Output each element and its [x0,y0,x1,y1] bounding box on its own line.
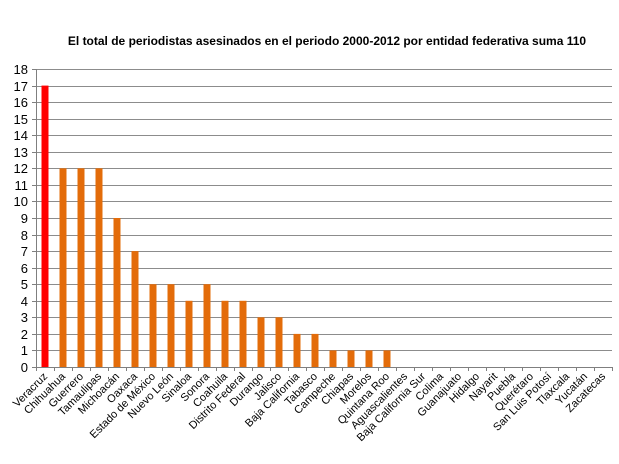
y-tick-label: 12 [14,161,28,176]
y-tick-label: 4 [21,294,28,309]
gridlines [36,69,612,351]
bar [59,168,67,367]
y-tick-label: 17 [14,79,28,94]
bar [257,317,265,367]
bar [311,333,319,367]
bar [347,350,355,367]
y-tick-label: 11 [15,178,29,193]
y-tick-label: 6 [21,261,28,276]
bars [41,85,391,367]
bar [131,251,139,367]
bar [95,168,103,367]
y-tick-label: 14 [14,128,28,143]
bar [185,300,193,367]
axes [36,69,613,371]
bar [41,85,49,367]
bar [203,284,211,367]
y-tick-label: 3 [21,310,28,325]
bar [167,284,175,367]
y-tick-label: 9 [21,211,28,226]
y-tick-label: 8 [21,228,28,243]
chart-title: El total de periodistas asesinados en el… [68,34,587,48]
y-tick-label: 18 [14,62,28,77]
bar [383,350,391,367]
bar [239,300,247,367]
y-tick-label: 15 [14,112,28,127]
bar [365,350,373,367]
bar [221,300,229,367]
bar [329,350,337,367]
bar [149,284,157,367]
bar [293,333,301,367]
y-tick-label: 10 [14,194,28,209]
y-tick-label: 5 [21,277,28,292]
x-axis-ticks: VeracruzChihuahuaGuerreroTamaulipasMicho… [11,370,609,444]
y-tick-label: 13 [14,145,28,160]
y-tick-label: 2 [21,327,28,342]
y-tick-label: 0 [21,360,28,375]
bar [113,218,121,367]
y-tick-label: 1 [21,343,28,358]
y-tick-label: 16 [14,95,28,110]
y-tick-label: 7 [21,244,28,259]
bar [77,168,85,367]
bar [275,317,283,367]
